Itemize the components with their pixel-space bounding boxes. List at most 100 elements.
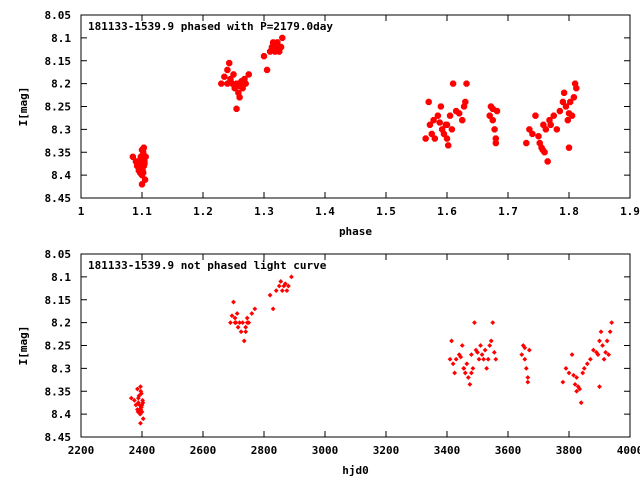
y-tick-label: 8.25 (45, 340, 72, 353)
data-point (141, 176, 149, 183)
data-point (472, 320, 477, 326)
data-point (434, 112, 442, 119)
data-point (519, 352, 525, 358)
x-tick-label: 1.9 (620, 205, 640, 218)
data-point (465, 375, 471, 380)
data-point (140, 400, 146, 406)
y-tick-label: 8.4 (51, 169, 71, 182)
data-point (445, 142, 452, 149)
data-point (462, 370, 468, 376)
y-tick-label: 8.25 (45, 101, 72, 114)
data-point (458, 354, 464, 360)
x-tick-label: 1.3 (254, 205, 274, 218)
data-point (529, 130, 536, 138)
data-point (469, 352, 474, 358)
phased-light-curve-plot: 1 1.1 1.2 1.3 1.4 1.5 1.6 1.7 1.8 1.9 8.05 8.1 8.15… (17, 9, 640, 238)
data-point (571, 372, 576, 378)
x-tick-label: 3400 (434, 444, 461, 457)
x-tick-label: 2200 (68, 444, 95, 457)
data-point (437, 103, 445, 110)
plot-title: 181133-1539.9 phased with P=2179.0day (88, 20, 333, 33)
data-point (232, 315, 238, 321)
data-point (487, 343, 493, 348)
data-points (129, 34, 580, 188)
data-point (135, 409, 141, 415)
data-points (128, 274, 615, 426)
data-point (580, 370, 586, 376)
y-tick-label: 8.2 (51, 317, 71, 330)
data-point (574, 388, 580, 394)
data-point (277, 43, 285, 51)
y-tick-label: 8.15 (45, 55, 72, 68)
data-point (284, 288, 290, 293)
data-point (482, 347, 488, 353)
data-point (489, 117, 496, 124)
data-point (278, 279, 284, 284)
data-point (449, 80, 457, 87)
data-point (224, 80, 231, 87)
x-tick-label: 4000 (617, 444, 640, 457)
data-point (243, 324, 249, 330)
data-point (252, 306, 258, 312)
data-point (581, 365, 587, 371)
data-point (523, 365, 529, 371)
data-point (443, 135, 451, 142)
data-point (138, 384, 143, 390)
data-point (550, 112, 557, 119)
data-point (267, 292, 273, 298)
data-point (547, 121, 554, 128)
data-point (563, 365, 569, 371)
data-point (493, 356, 499, 362)
data-point (520, 343, 526, 348)
data-point (289, 274, 294, 280)
data-point (135, 386, 140, 392)
data-point (141, 160, 148, 167)
data-point (436, 119, 443, 126)
data-point (462, 98, 469, 106)
data-point (243, 329, 249, 335)
data-point (488, 338, 494, 344)
data-point (459, 117, 466, 124)
data-point (556, 107, 564, 115)
y-tick-label: 8.35 (45, 146, 72, 159)
y-axis-label: I[mag] (17, 87, 30, 127)
y-axis-label: I[mag] (17, 326, 30, 366)
x-tick-label: 1.7 (498, 205, 518, 218)
data-point (459, 343, 465, 348)
data-point (595, 352, 601, 358)
data-point (453, 356, 459, 362)
x-tick-label: 3200 (373, 444, 400, 457)
x-tick-label: 1.1 (132, 205, 152, 218)
data-point (523, 139, 530, 147)
data-point (597, 384, 602, 390)
data-point (601, 356, 607, 362)
data-point (448, 126, 456, 133)
data-point (463, 80, 470, 87)
data-point (461, 365, 467, 371)
data-point (240, 320, 246, 326)
x-tick-label: 1.4 (315, 205, 335, 218)
data-point (522, 345, 528, 351)
data-point (229, 313, 235, 319)
data-point (282, 281, 288, 287)
data-point (138, 146, 146, 154)
data-point (525, 375, 531, 380)
x-tick-label: 2800 (251, 444, 278, 457)
data-point (456, 110, 463, 117)
data-point (233, 105, 240, 112)
x-tick-label: 3600 (495, 444, 522, 457)
y-axis: 8.05 8.1 8.15 8.2 8.25 8.3 8.35 8.4 8.45 (45, 248, 630, 444)
data-point (577, 386, 583, 392)
data-point (279, 288, 285, 293)
data-point (587, 356, 593, 362)
data-point (564, 117, 571, 124)
data-point (425, 98, 432, 106)
data-point (539, 146, 546, 154)
data-point (600, 343, 605, 348)
data-point (568, 112, 576, 119)
data-point (479, 352, 485, 358)
plot-title: 181133-1539.9 not phased light curve (88, 259, 327, 272)
data-point (230, 71, 237, 78)
data-point (476, 356, 482, 362)
x-axis: 1 1.1 1.2 1.3 1.4 1.5 1.6 1.7 1.8 1.9 (78, 15, 640, 218)
